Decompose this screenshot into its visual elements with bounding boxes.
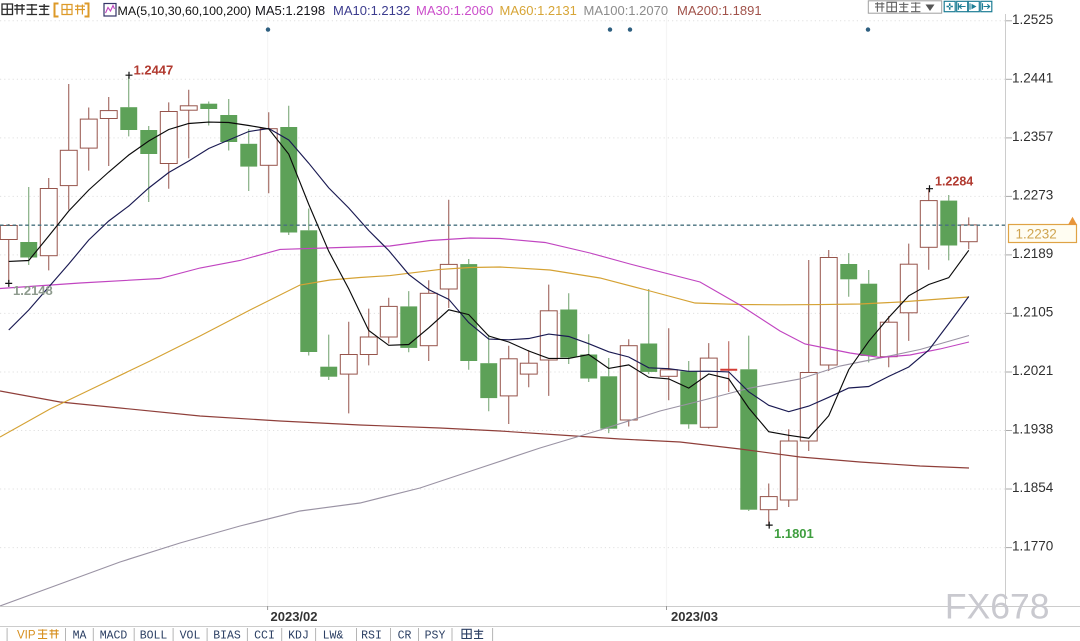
svg-text:1.2357: 1.2357 xyxy=(1012,129,1053,144)
svg-text:LW&: LW& xyxy=(323,630,344,641)
svg-text:CCI: CCI xyxy=(254,630,275,641)
svg-text:1.2232: 1.2232 xyxy=(1016,227,1057,242)
svg-text:FX678: FX678 xyxy=(945,587,1050,627)
svg-text:1.1938: 1.1938 xyxy=(1012,422,1053,437)
svg-text:MA30:1.2060: MA30:1.2060 xyxy=(416,3,493,18)
svg-text:PSY: PSY xyxy=(425,630,446,641)
svg-text:MA: MA xyxy=(73,630,87,641)
svg-text:KDJ: KDJ xyxy=(288,630,309,641)
svg-text:1.1801: 1.1801 xyxy=(774,526,814,541)
svg-text:2023/02: 2023/02 xyxy=(271,609,318,624)
svg-text:MA(5,10,30,60,100,200): MA(5,10,30,60,100,200) xyxy=(118,4,252,18)
svg-text:1.2105: 1.2105 xyxy=(1012,304,1053,319)
svg-text:MA10:1.2132: MA10:1.2132 xyxy=(333,3,410,18)
svg-text:RSI: RSI xyxy=(361,630,382,641)
svg-text:1.2284: 1.2284 xyxy=(935,175,973,189)
svg-text:BIAS: BIAS xyxy=(213,630,241,641)
svg-text:CR: CR xyxy=(398,630,412,641)
svg-text:1.2273: 1.2273 xyxy=(1012,187,1053,202)
svg-text:VOL: VOL xyxy=(180,630,201,641)
svg-text:MA100:1.2070: MA100:1.2070 xyxy=(584,3,669,18)
svg-text:1.2021: 1.2021 xyxy=(1012,363,1053,378)
svg-text:1.2441: 1.2441 xyxy=(1012,70,1053,85)
svg-text:BOLL: BOLL xyxy=(140,630,168,641)
svg-text:1.2447: 1.2447 xyxy=(134,63,174,78)
svg-text:2023/03: 2023/03 xyxy=(671,609,718,624)
svg-text:MA60:1.2131: MA60:1.2131 xyxy=(500,3,577,18)
svg-text:1.2189: 1.2189 xyxy=(1012,246,1053,261)
svg-text:1.2148: 1.2148 xyxy=(13,283,53,298)
svg-text:VIP: VIP xyxy=(17,630,36,641)
svg-text:1.1770: 1.1770 xyxy=(1012,539,1053,554)
svg-text:MACD: MACD xyxy=(100,630,128,641)
svg-text:MA200:1.1891: MA200:1.1891 xyxy=(677,3,762,18)
svg-text:1.2525: 1.2525 xyxy=(1012,12,1053,27)
svg-text:MA5:1.2198: MA5:1.2198 xyxy=(255,3,325,18)
svg-text:1.1854: 1.1854 xyxy=(1012,480,1054,495)
